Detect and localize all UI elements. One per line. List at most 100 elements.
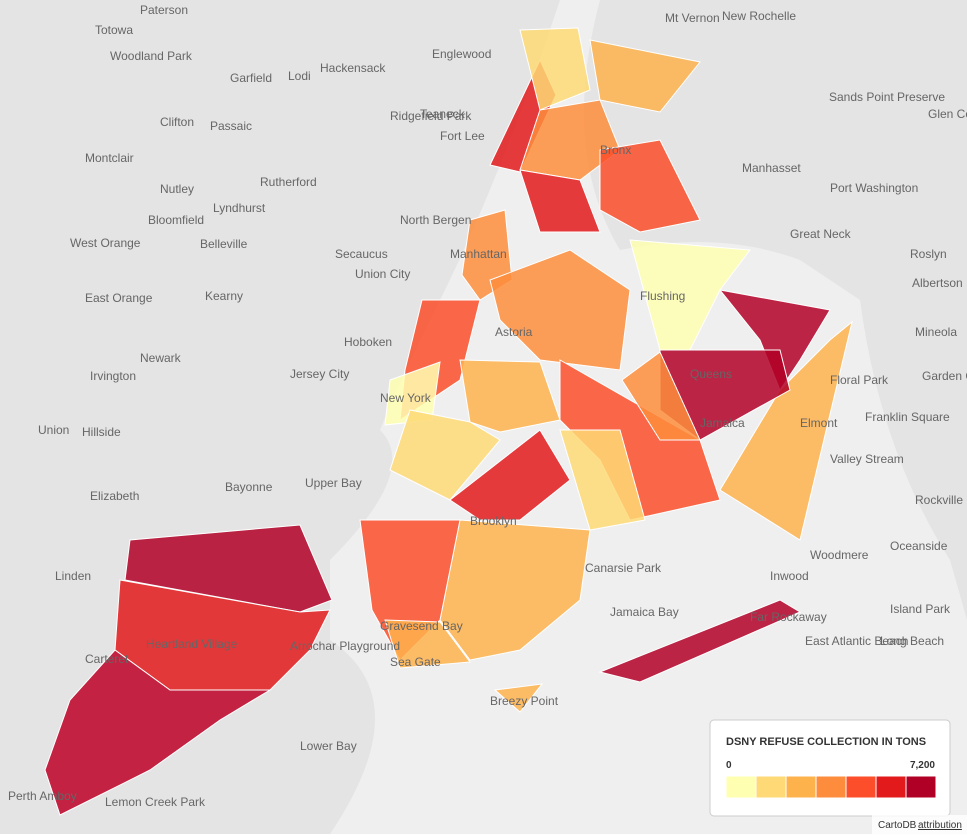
place-label: Oceanside [890, 539, 948, 553]
place-label: Belleville [200, 237, 248, 251]
place-label: Englewood [432, 47, 491, 61]
legend-swatch [815, 775, 847, 799]
place-label: Bronx [600, 143, 631, 157]
place-label: Heartland Village [146, 637, 237, 651]
district [124, 524, 333, 613]
place-label: Jersey City [290, 367, 349, 381]
district [493, 683, 544, 713]
place-label: Astoria [495, 325, 533, 339]
place-label: Glen Cove [928, 107, 967, 121]
place-label: Paterson [140, 3, 188, 17]
place-label: Rockville Centre [915, 493, 967, 507]
place-label: Sea Gate [390, 655, 441, 669]
place-label: Union [38, 423, 69, 437]
legend-swatch [755, 775, 787, 799]
place-label: Jamaica [700, 416, 745, 430]
place-label: Carteret [85, 652, 129, 666]
district [718, 289, 831, 392]
district [719, 320, 853, 541]
legend-max: 7,200 [910, 760, 935, 771]
place-label: Hackensack [320, 61, 386, 75]
place-label: East Atlantic Beach [805, 634, 908, 648]
place-label: Island Park [890, 602, 951, 616]
legend-swatch [875, 775, 907, 799]
legend-swatch [905, 775, 937, 799]
place-label: Valley Stream [830, 452, 904, 466]
place-label: Port Washington [830, 181, 918, 195]
place-label: Garfield [230, 71, 272, 85]
place-label: Garden City [922, 369, 967, 383]
place-label: Floral Park [830, 373, 889, 387]
attribution-bg [872, 815, 967, 834]
place-label: Woodmere [810, 548, 869, 562]
place-label: Hillside [82, 425, 121, 439]
district [519, 169, 601, 233]
legend-swatch [725, 775, 757, 799]
place-label: Franklin Square [865, 410, 950, 424]
place-label: East Orange [85, 291, 153, 305]
place-label: Hoboken [344, 335, 392, 349]
place-label: New Rochelle [722, 9, 796, 23]
legend-swatch [785, 775, 817, 799]
district [629, 239, 751, 351]
legend-title: DSNY REFUSE COLLECTION IN TONS [726, 736, 926, 748]
legend-min: 0 [726, 760, 732, 771]
place-label: Lower Bay [300, 739, 357, 753]
district [44, 649, 272, 816]
district [519, 27, 591, 111]
place-label: Sands Point Preserve [829, 90, 945, 104]
place-label: Breezy Point [490, 694, 559, 708]
place-label: Totowa [95, 23, 133, 37]
district [599, 139, 701, 233]
place-label: Canarsie Park [585, 561, 662, 575]
place-label: Flushing [640, 289, 685, 303]
place-label: Great Neck [790, 227, 852, 241]
place-label: Newark [140, 351, 182, 365]
place-label: Elizabeth [90, 489, 139, 503]
place-label: Clifton [160, 115, 194, 129]
place-label: Woodland Park [110, 49, 193, 63]
legend-swatch [845, 775, 877, 799]
place-label: Manhattan [450, 247, 507, 261]
place-label: Inwood [770, 569, 809, 583]
place-label: Bloomfield [148, 213, 204, 227]
place-label: Teaneck [420, 107, 466, 121]
place-label: Mineola [915, 325, 957, 339]
place-label: Fort Lee [440, 129, 485, 143]
place-label: Long Beach [880, 634, 944, 648]
place-label: Secaucus [335, 247, 388, 261]
legend: DSNY REFUSE COLLECTION IN TONS 0 7,200 [709, 719, 951, 817]
place-label: Irvington [90, 369, 136, 383]
district [589, 39, 701, 113]
place-label: Elmont [800, 416, 838, 430]
place-label: Lodi [288, 69, 311, 83]
place-label: Rutherford [260, 175, 317, 189]
district [489, 249, 631, 371]
district [389, 409, 501, 501]
place-label: North Bergen [400, 213, 471, 227]
place-label: Roslyn [910, 247, 947, 261]
district [559, 429, 646, 531]
place-label: New York [380, 391, 432, 405]
place-label: Upper Bay [305, 476, 362, 490]
place-label: Jamaica Bay [610, 605, 679, 619]
place-label: Perth Amboy [8, 789, 77, 803]
place-label: Passaic [210, 119, 252, 133]
place-label: Manhasset [742, 161, 801, 175]
place-label: Lyndhurst [213, 201, 266, 215]
place-label: Montclair [85, 151, 134, 165]
attribution-link[interactable]: attribution [918, 820, 962, 831]
district [598, 599, 802, 683]
district [449, 429, 571, 521]
place-label: Lemon Creek Park [105, 795, 206, 809]
place-label: Linden [55, 569, 91, 583]
place-label: Queens [690, 367, 732, 381]
attribution-source: CartoDB [878, 820, 917, 831]
place-label: Bayonne [225, 480, 273, 494]
place-label: West Orange [70, 236, 141, 250]
place-label: Arrochar Playground [290, 639, 400, 653]
district [621, 351, 701, 441]
place-label: Union City [355, 267, 410, 281]
place-label: Brooklyn [470, 514, 517, 528]
